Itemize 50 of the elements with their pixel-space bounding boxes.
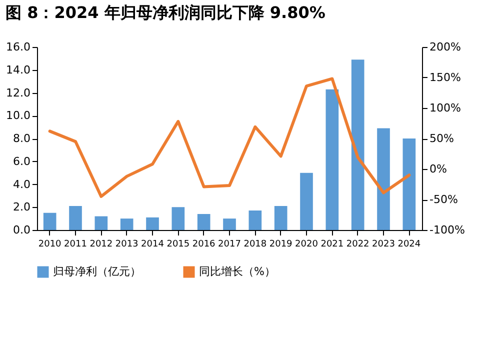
x-tick-label: 2014 <box>141 240 164 250</box>
bar <box>197 214 210 230</box>
x-tick-label: 2011 <box>64 240 87 250</box>
x-tick-label: 2015 <box>166 240 190 250</box>
bar <box>274 206 288 230</box>
bar <box>351 60 364 230</box>
y2-tick-label: 0% <box>430 162 447 176</box>
bar <box>120 218 134 230</box>
bar <box>69 206 82 230</box>
y2-tick-label: 150% <box>430 71 461 84</box>
legend-label: 同比增长（%） <box>199 265 276 278</box>
bar <box>300 172 313 230</box>
y-tick-label: 4.0 <box>13 178 30 191</box>
bar <box>402 138 416 230</box>
x-tick-label: 2022 <box>346 240 370 250</box>
legend-label: 归母净利（亿元） <box>53 265 141 278</box>
bar <box>172 207 185 230</box>
bar <box>146 217 159 230</box>
chart-title: 图 8：2024 年归母净利润同比下降 9.80% <box>6 3 326 22</box>
x-tick-label: 2012 <box>90 240 113 250</box>
x-tick-label: 2013 <box>115 240 138 250</box>
bar <box>223 218 236 230</box>
y-tick-label: 0.0 <box>13 224 30 236</box>
bar <box>248 210 262 230</box>
bar <box>94 216 108 230</box>
y-tick-label: 12.0 <box>6 86 30 100</box>
y2-tick-label: -50% <box>430 193 458 206</box>
y-tick-label: 10.0 <box>6 109 30 122</box>
y-tick-label: 8.0 <box>13 132 30 145</box>
x-tick-label: 2018 <box>244 240 267 250</box>
bar <box>377 128 390 230</box>
y2-tick-label: 100% <box>430 102 461 114</box>
y-tick-label: 16.0 <box>6 40 30 54</box>
x-tick-label: 2024 <box>398 240 421 250</box>
bar <box>326 89 339 230</box>
y2-tick-label: 200% <box>430 40 461 54</box>
y2-tick-label: -100% <box>430 224 465 236</box>
x-tick-label: 2021 <box>320 240 344 250</box>
x-tick-label: 2016 <box>192 240 216 250</box>
x-tick-label: 2023 <box>372 240 395 250</box>
line-series <box>48 77 411 198</box>
x-tick-label: 2019 <box>269 240 293 250</box>
bar <box>43 212 56 230</box>
x-tick-label: 2017 <box>218 240 241 250</box>
y-tick-label: 6.0 <box>13 154 30 168</box>
y-tick-label: 14.0 <box>6 63 30 76</box>
x-tick-label: 2020 <box>295 240 318 250</box>
y-tick-label: 2.0 <box>13 200 30 214</box>
x-tick-label: 2010 <box>38 240 62 250</box>
y2-tick-label: 50% <box>430 132 454 145</box>
